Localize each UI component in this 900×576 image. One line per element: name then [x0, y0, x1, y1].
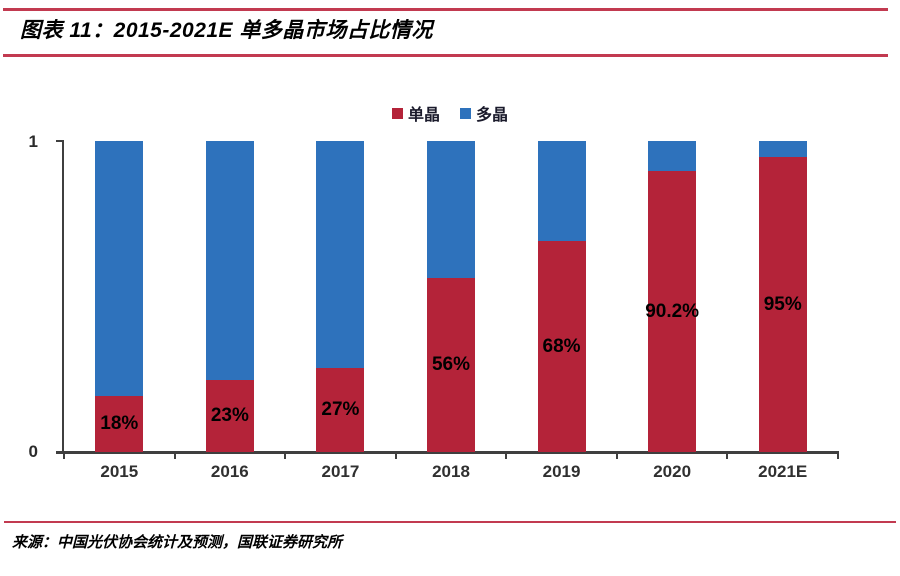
bar-value-label-2020: 90.2%	[645, 300, 700, 322]
title-bottom-rule	[3, 54, 888, 57]
x-axis-tick	[505, 454, 507, 459]
figure-title: 图表 11：2015-2021E 单多晶市场占比情况	[20, 19, 433, 42]
bar-segment-mono-2019	[537, 241, 586, 452]
legend-swatch-multi-icon	[460, 107, 471, 119]
footer-rule	[4, 521, 896, 523]
y-axis-tick-label-0: 0	[28, 442, 38, 461]
legend-label-multi: 多晶	[476, 105, 509, 124]
legend-item-mono: 单晶	[391, 101, 440, 125]
x-axis-label-2017: 2017	[321, 462, 360, 481]
x-axis-line	[56, 451, 839, 454]
bar-value-label-2019: 68%	[542, 335, 581, 357]
x-axis-label-2018: 2018	[432, 462, 470, 481]
bar-segment-mono-2015	[95, 396, 144, 452]
bar-segment-multi-2020	[648, 141, 697, 171]
bar-segment-multi-2018	[427, 141, 475, 278]
bar-segment-multi-2015	[95, 141, 144, 396]
x-axis-tick	[837, 454, 839, 459]
bar-value-label-2018: 56%	[431, 354, 471, 375]
x-axis-tick	[284, 454, 286, 459]
bar-segment-mono-2017	[316, 368, 365, 452]
bar-value-label-2021E: 95%	[763, 293, 802, 315]
bar-segment-mono-2018	[427, 278, 475, 452]
legend-item-multi: 多晶	[460, 101, 508, 125]
x-axis-label-2021E: 2021E	[758, 462, 808, 481]
y-axis-line	[62, 140, 64, 452]
bar-value-label-2015: 18%	[100, 413, 139, 434]
bar-segment-mono-2016	[205, 380, 254, 452]
x-axis-label-2015: 2015	[100, 462, 139, 481]
x-axis-tick	[395, 454, 397, 459]
x-axis-label-2016: 2016	[210, 462, 249, 481]
bar-segment-multi-2021E	[758, 141, 807, 157]
source-note: 来源：中国光伏协会统计及预测，国联证券研究所	[12, 533, 343, 551]
x-axis-tick	[616, 454, 618, 459]
bar-segment-multi-2017	[316, 141, 365, 368]
title-top-rule	[3, 8, 888, 11]
legend-label-mono: 单晶	[407, 105, 440, 124]
bar-value-label-2016: 23%	[210, 405, 249, 426]
x-axis-tick	[63, 454, 65, 459]
x-axis-label-2019: 2019	[542, 462, 581, 481]
y-axis-top-tick	[56, 140, 64, 142]
bar-value-label-2017: 27%	[321, 399, 360, 420]
bar-segment-mono-2020	[648, 171, 697, 452]
legend-swatch-mono-icon	[391, 107, 403, 119]
y-axis-tick-label-1: 1	[28, 132, 38, 151]
bar-segment-multi-2019	[537, 141, 586, 241]
x-axis-label-2020: 2020	[653, 462, 692, 481]
bar-segment-multi-2016	[205, 141, 254, 380]
bar-segment-mono-2021E	[758, 157, 807, 452]
x-axis-tick	[726, 454, 728, 459]
x-axis-tick	[174, 454, 176, 459]
chart-legend: 单晶 多晶	[0, 101, 900, 125]
